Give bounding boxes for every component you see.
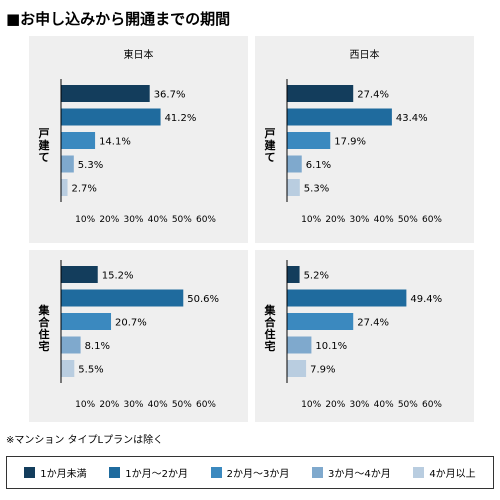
chart-panel-west-apartment: 5.2% 49.4% 27.4% 10.1% 7.9% 10% 20% 30% 40% 50% 60… (255, 250, 474, 422)
panel-title-east: 東日本 (123, 50, 154, 61)
legend-label: 1か月〜2か月 (125, 469, 189, 480)
x-tick-label: 20% (99, 400, 119, 410)
bar (287, 336, 312, 354)
bar (61, 289, 184, 307)
page-title: ■お申し込みから開通までの期間 (6, 10, 231, 28)
panel-title-west: 西日本 (349, 50, 380, 61)
data-label: 27.4% (357, 318, 389, 329)
bar (287, 155, 302, 173)
x-tick-label: 20% (325, 215, 345, 225)
data-label: 5.5% (78, 365, 103, 376)
data-label: 7.9% (310, 365, 335, 376)
bar (287, 179, 300, 196)
data-label: 5.2% (304, 271, 329, 282)
legend-swatch (210, 467, 222, 478)
bar (61, 266, 98, 283)
legend-swatch (311, 467, 323, 478)
legend-item: 1か月未満 (24, 465, 87, 480)
legend-swatch (413, 467, 425, 478)
x-tick-label: 50% (398, 400, 418, 410)
data-label: 6.1% (306, 160, 331, 171)
chart-west-house: 27.4% 43.4% 17.9% 6.1% 5.3% 10% 20% 30% 40% 50% 60… (286, 79, 442, 225)
x-tick-label: 50% (398, 215, 418, 225)
data-label: 49.4% (410, 294, 442, 305)
legend-swatch (24, 467, 36, 478)
legend-item: 1か月〜2か月 (109, 465, 188, 480)
data-label: 43.4% (396, 113, 428, 124)
data-label: 36.7% (154, 90, 186, 101)
data-label: 20.7% (115, 318, 147, 329)
row-label-east-house: 戸建て (38, 127, 50, 164)
x-tick-label: 50% (172, 215, 192, 225)
bar (287, 266, 300, 283)
x-tick-label: 10% (301, 400, 321, 410)
legend-label: 2か月〜3か月 (226, 469, 290, 480)
bar (61, 85, 150, 102)
legend-item: 3か月〜4か月 (311, 465, 391, 480)
data-label: 5.3% (78, 160, 103, 171)
bar (61, 108, 161, 126)
bar (287, 313, 354, 330)
chart-panel-west-house: 西日本 27.4% 43.4% 17.9% 6.1% 5.3% 10% 20% 30% 40% 5… (255, 36, 474, 243)
x-tick-label: 60% (422, 215, 442, 225)
chart-east-house: 36.7% 41.2% 14.1% 5.3% 2.7% 10% 20% 30% 40% 50% 60… (60, 79, 216, 225)
x-tick-label: 30% (349, 215, 369, 225)
legend-label: 4か月以上 (429, 469, 476, 480)
legend: 1か月未満 1か月〜2か月 2か月〜3か月 3か月〜4か月 4か月以上 (6, 456, 494, 489)
x-tick-label: 60% (196, 215, 216, 225)
x-tick-label: 40% (374, 215, 394, 225)
data-label: 15.2% (102, 271, 134, 282)
row-label-west-house: 戸建て (264, 127, 276, 164)
data-label: 41.2% (165, 113, 197, 124)
bar (287, 108, 392, 126)
chart-panel-east-house: 東日本 36.7% 41.2% 14.1% 5.3% 2.7% 10% 20% 30% 40% 5… (29, 36, 248, 243)
row-label-west-apartment: 集合住宅 (264, 304, 276, 353)
data-label: 27.4% (357, 90, 389, 101)
data-label: 10.1% (315, 341, 347, 352)
legend-item: 2か月〜3か月 (210, 465, 290, 480)
bar (61, 179, 68, 196)
data-label: 2.7% (72, 184, 97, 195)
x-tick-label: 60% (196, 400, 216, 410)
data-label: 17.9% (334, 137, 366, 148)
bar (287, 85, 354, 102)
bar (61, 313, 112, 330)
data-label: 14.1% (99, 137, 131, 148)
x-tick-label: 20% (99, 215, 119, 225)
x-tick-label: 10% (75, 400, 95, 410)
bar (287, 289, 407, 307)
bar (61, 155, 74, 173)
footnote: ※マンション タイプLプランは除く (6, 435, 164, 446)
x-tick-label: 10% (75, 215, 95, 225)
bar (61, 132, 96, 149)
legend-label: 3か月〜4か月 (327, 469, 391, 480)
bar (61, 360, 75, 377)
chart-east-apartment: 15.2% 50.6% 20.7% 8.1% 5.5% 10% 20% 30% 40% 50% 60… (60, 260, 219, 410)
data-label: 8.1% (85, 341, 110, 352)
chart-panel-east-apartment: 15.2% 50.6% 20.7% 8.1% 5.5% 10% 20% 30% 40% 50% 60… (29, 250, 248, 422)
row-label-east-apartment: 集合住宅 (38, 304, 50, 353)
x-tick-label: 40% (374, 400, 394, 410)
x-tick-label: 10% (301, 215, 321, 225)
data-label: 5.3% (304, 184, 329, 195)
x-tick-label: 30% (123, 400, 143, 410)
bar (287, 132, 331, 149)
legend-label: 1か月未満 (40, 469, 87, 480)
x-tick-label: 50% (172, 400, 192, 410)
chart-west-apartment: 5.2% 49.4% 27.4% 10.1% 7.9% 10% 20% 30% 40% 50% 60… (286, 260, 442, 410)
x-tick-label: 40% (148, 400, 168, 410)
bar (61, 336, 81, 354)
data-label: 50.6% (187, 294, 219, 305)
bar (287, 360, 307, 377)
x-tick-label: 30% (123, 215, 143, 225)
x-tick-label: 40% (148, 215, 168, 225)
legend-swatch (109, 467, 121, 478)
legend-item: 4か月以上 (413, 465, 476, 480)
x-tick-label: 20% (325, 400, 345, 410)
x-tick-label: 60% (422, 400, 442, 410)
x-tick-label: 30% (349, 400, 369, 410)
